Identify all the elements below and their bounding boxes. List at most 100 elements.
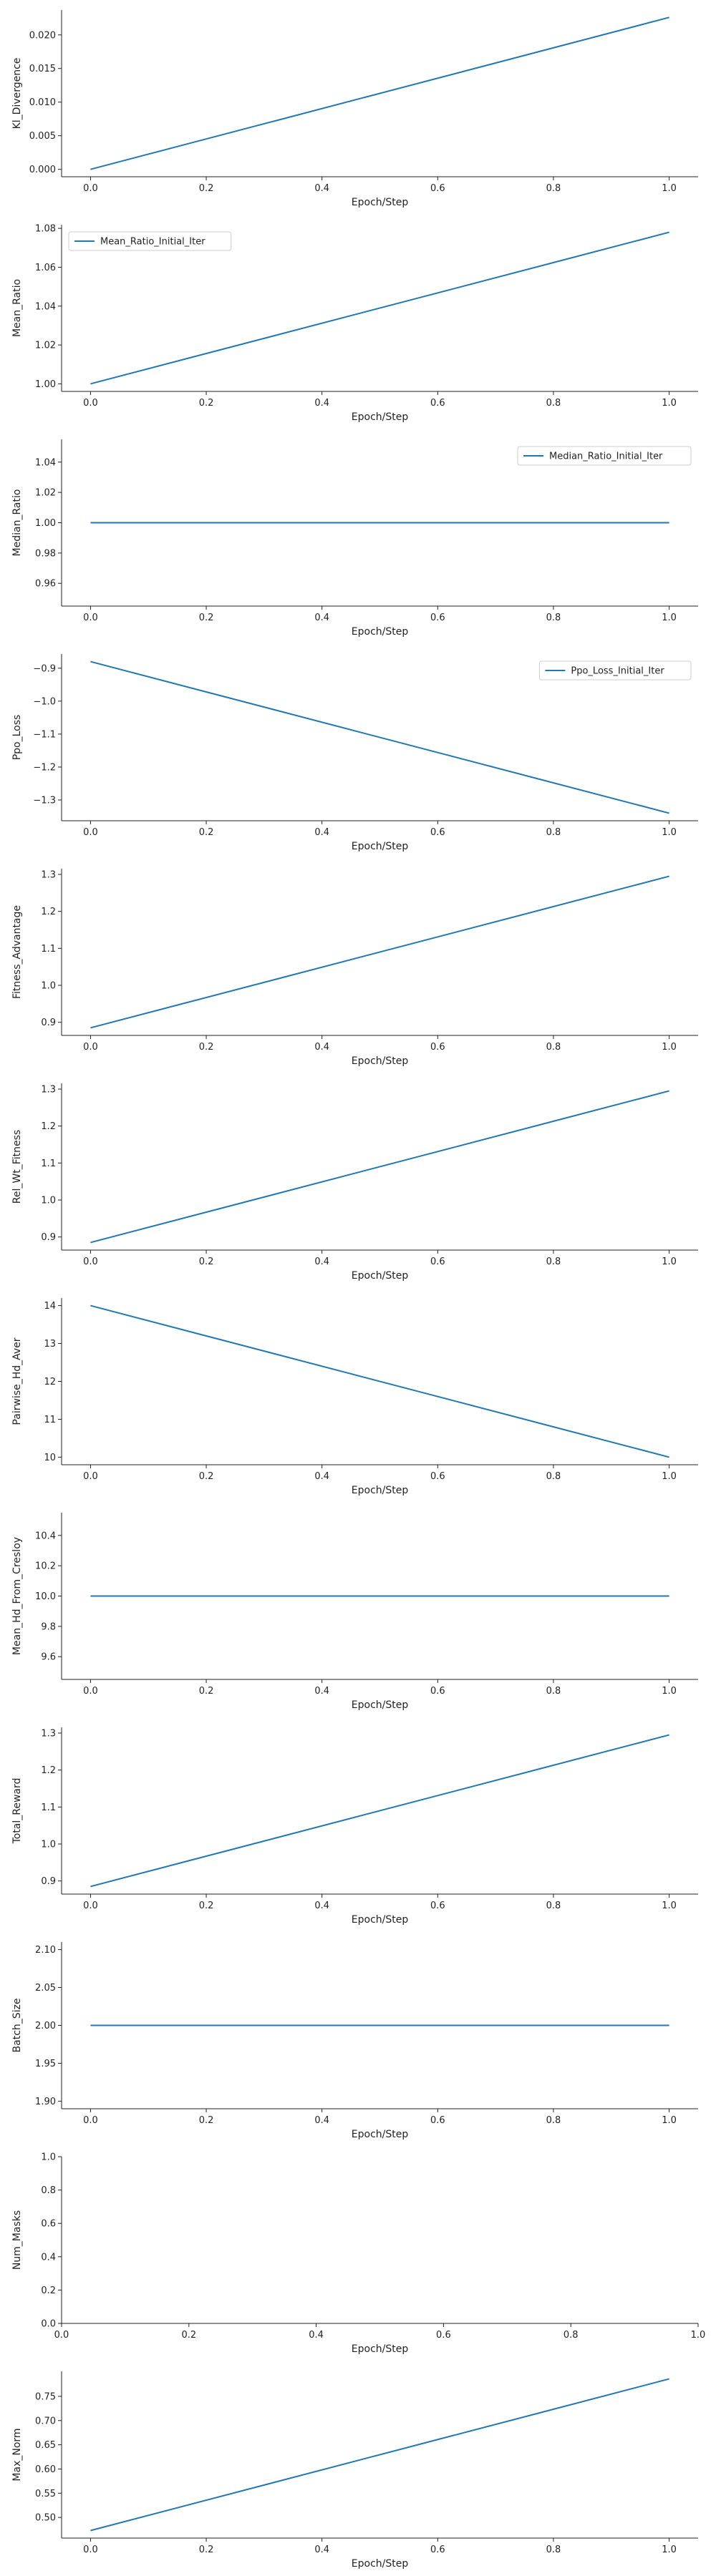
y-tick-label: 14: [44, 1301, 56, 1312]
y-tick-label: 0.0: [41, 2319, 56, 2330]
x-tick-label: 0.6: [436, 2330, 451, 2341]
y-axis-label: Total_Reward: [11, 1778, 23, 1845]
x-tick-label: 0.2: [199, 613, 214, 623]
y-tick-label: 0.75: [35, 2391, 56, 2402]
x-tick-label: 0.0: [54, 2330, 69, 2341]
subplot-12: 0.0 0.2 0.4 0.6 0.8 1.0 0.50 0.55 0.60 0.65 0.70 0.…: [11, 2371, 698, 2570]
y-axis-label: Ppo_Loss: [11, 715, 23, 761]
subplot-4: 0.0 0.2 0.4 0.6 0.8 1.0 −0.9 −1.0 −1.1 −1.2 −1.3 Ep…: [11, 654, 698, 852]
x-tick-label: 0.4: [314, 613, 329, 623]
y-tick-label: 1.3: [41, 870, 56, 881]
y-tick-label: 1.2: [41, 907, 56, 917]
y-tick-label: 1.0: [41, 1839, 56, 1850]
y-tick-label: 10.2: [35, 1561, 56, 1572]
x-axis-label: Epoch/Step: [352, 1270, 409, 1282]
y-tick-label: 1.0: [41, 1195, 56, 1206]
y-tick-label: −1.2: [33, 762, 56, 773]
y-tick-label: 0.000: [29, 165, 56, 175]
x-tick-label: 0.6: [430, 1686, 445, 1697]
x-tick-label: 1.0: [662, 1686, 677, 1697]
y-tick-label: 0.96: [35, 579, 56, 590]
y-axis-label: Fitness_Advantage: [11, 905, 23, 999]
x-tick-label: 0.4: [314, 1471, 329, 1482]
y-tick-label: −0.9: [33, 663, 56, 674]
legend-label: Mean_Ratio_Initial_Iter: [100, 237, 205, 248]
x-tick-label: 0.8: [546, 827, 561, 838]
y-tick-label: 10: [44, 1453, 56, 1463]
y-tick-label: 2.10: [35, 1945, 56, 1956]
y-tick-label: 0.015: [29, 64, 56, 74]
x-tick-label: 1.0: [662, 827, 677, 838]
x-tick-label: 0.2: [199, 2545, 214, 2555]
y-tick-label: 0.020: [29, 30, 56, 41]
y-tick-label: 1.04: [35, 301, 56, 312]
y-axis-label: Median_Ratio: [11, 489, 23, 557]
x-tick-label: 0.4: [314, 2115, 329, 2126]
y-tick-label: 1.06: [35, 263, 56, 273]
legend: Ppo_Loss_Initial_Iter: [538, 660, 692, 680]
legend-box: [538, 660, 692, 680]
subplot-9: 0.0 0.2 0.4 0.6 0.8 1.0 0.9 1.0 1.1 1.2 1.3 Epoch/S…: [11, 1727, 698, 1926]
y-axis-label: Num_Masks: [11, 2210, 23, 2270]
x-tick-label: 0.4: [314, 1257, 329, 1267]
y-tick-label: 0.2: [41, 2285, 56, 2296]
x-tick-label: 0.8: [546, 1686, 561, 1697]
x-tick-label: 0.4: [314, 1901, 329, 1911]
y-tick-label: 0.8: [41, 2185, 56, 2196]
y-tick-label: 1.95: [35, 2059, 56, 2069]
x-tick-label: 1.0: [662, 613, 677, 623]
subplot-5: 0.0 0.2 0.4 0.6 0.8 1.0 0.9 1.0 1.1 1.2 1.3 Epoch/S…: [11, 869, 698, 1067]
x-tick-label: 1.0: [662, 183, 677, 194]
x-tick-label: 0.6: [430, 398, 445, 409]
y-tick-label: 1.0: [41, 980, 56, 991]
x-tick-label: 0.2: [199, 1257, 214, 1267]
x-tick-label: 0.4: [314, 1686, 329, 1697]
x-tick-label: 1.0: [662, 2115, 677, 2126]
y-tick-label: 9.6: [41, 1652, 56, 1663]
x-tick-label: 0.0: [83, 398, 98, 409]
x-axis-label: Epoch/Step: [352, 1055, 409, 1067]
x-tick-label: 0.2: [199, 1042, 214, 1053]
x-tick-label: 0.8: [546, 1257, 561, 1267]
y-axis-label: Mean_Hd_From_Cresloy: [11, 1537, 23, 1655]
y-tick-label: 0.9: [41, 1876, 56, 1887]
series-line: [90, 1090, 669, 1244]
x-tick-label: 0.0: [83, 2545, 98, 2555]
y-tick-label: 1.1: [41, 1802, 56, 1813]
y-axis-label: Batch_Size: [11, 1999, 23, 2053]
x-tick-label: 0.6: [430, 1471, 445, 1482]
subplot-10: 0.0 0.2 0.4 0.6 0.8 1.0 1.90 1.95 2.00 2.05 2.10 Ep…: [11, 1942, 698, 2140]
x-tick-label: 0.0: [83, 1901, 98, 1911]
y-tick-label: −1.0: [33, 696, 56, 707]
subplot-6: 0.0 0.2 0.4 0.6 0.8 1.0 0.9 1.0 1.1 1.2 1.3 Epoch/S…: [11, 1083, 698, 1282]
y-tick-label: 10.4: [35, 1531, 56, 1541]
legend: Median_Ratio_Initial_Iter: [517, 446, 692, 466]
y-tick-label: 1.3: [41, 1085, 56, 1096]
y-tick-label: 13: [44, 1339, 56, 1350]
x-tick-label: 0.8: [546, 1042, 561, 1053]
y-tick-label: 0.9: [41, 1232, 56, 1243]
series-line: [90, 16, 669, 170]
x-tick-label: 0.0: [83, 183, 98, 194]
x-axis-label: Epoch/Step: [352, 197, 409, 208]
x-tick-label: 0.4: [309, 2330, 324, 2341]
y-tick-label: 1.1: [41, 944, 56, 955]
series-line: [90, 231, 669, 385]
x-tick-label: 0.6: [430, 1042, 445, 1053]
legend-label: Ppo_Loss_Initial_Iter: [571, 666, 664, 677]
y-tick-label: 0.6: [41, 2219, 56, 2230]
x-tick-label: 1.0: [662, 2545, 677, 2555]
y-tick-label: −1.1: [33, 729, 56, 740]
x-tick-label: 0.4: [314, 183, 329, 194]
x-tick-label: 0.2: [199, 1471, 214, 1482]
x-tick-label: 1.0: [691, 2330, 706, 2341]
x-tick-label: 0.2: [199, 183, 214, 194]
x-tick-label: 0.4: [314, 1042, 329, 1053]
subplot-2: 0.0 0.2 0.4 0.6 0.8 1.0 1.00 1.02 1.04 1.06 1.08 Ep…: [11, 224, 698, 423]
y-tick-label: 9.8: [41, 1621, 56, 1632]
x-axis-label: Epoch/Step: [352, 2343, 409, 2355]
y-tick-label: 12: [44, 1377, 56, 1387]
x-tick-label: 0.6: [430, 827, 445, 838]
x-tick-label: 1.0: [662, 1901, 677, 1911]
y-tick-label: 0.65: [35, 2440, 56, 2451]
